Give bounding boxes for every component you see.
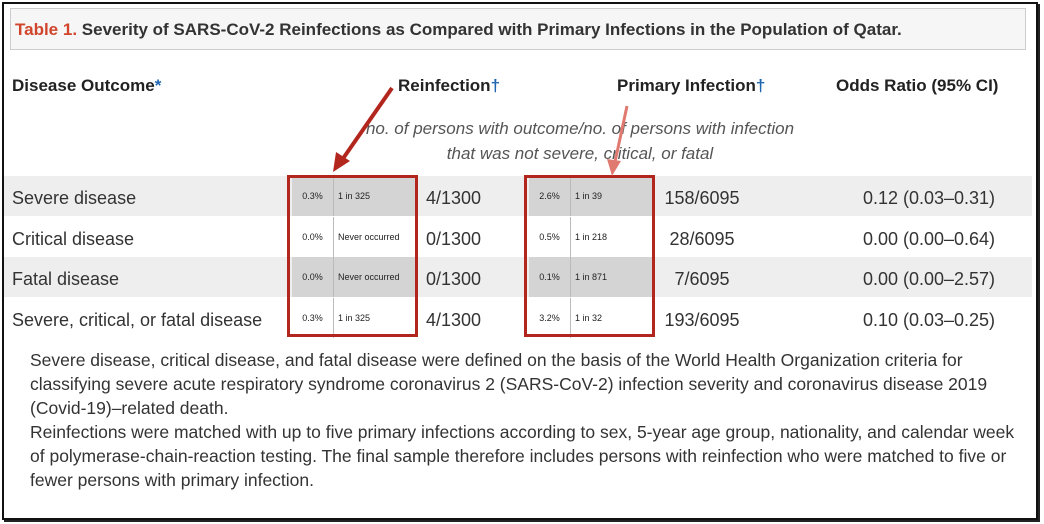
outcome: Severe, critical, or fatal disease <box>12 309 263 330</box>
header-primary: Primary Infection† <box>617 76 765 96</box>
odds-ratio: 0.10 (0.03–0.25) <box>862 309 996 330</box>
reinfection-count: 4/1300 <box>426 188 482 208</box>
primary-pct: 2.6% <box>529 176 570 216</box>
header-outcome: Disease Outcome* <box>12 76 161 96</box>
outcome: Critical disease <box>12 228 135 249</box>
reinfection-rate: Never occurred <box>333 216 417 257</box>
reinfection-rate: Never occurred <box>333 257 417 297</box>
header-reinfection: Reinfection† <box>398 76 500 96</box>
header-text: Reinfection <box>398 76 491 95</box>
title-label: Table 1. <box>15 20 78 39</box>
primary-count: 28/6095 <box>669 228 735 249</box>
footnote-mark: † <box>755 76 766 95</box>
unit-note: no. of persons with outcome/no. of perso… <box>365 119 795 163</box>
primary-rate: 1 in 39 <box>570 176 654 216</box>
table-row: Critical disease 0.0% Never occurred 0/1300… <box>4 216 1032 257</box>
highlight-box <box>524 175 655 337</box>
footnote-mark: † <box>490 76 501 95</box>
table-row: Severe disease 0.3% 1 in 325 4/1300 2.6% 1 in… <box>4 176 1032 216</box>
title-text: Severity of SARS-CoV-2 Reinfections as C… <box>81 20 902 39</box>
header-odds-ratio: Odds Ratio (95% CI) <box>836 76 999 95</box>
primary-rate: 1 in 32 <box>570 297 654 338</box>
arrow-head <box>333 152 350 172</box>
reinfection-rate: 1 in 325 <box>333 176 417 216</box>
arrow-head <box>607 159 621 176</box>
outcome: Severe disease <box>12 188 137 208</box>
odds-ratio: 0.00 (0.00–2.57) <box>862 269 996 289</box>
primary-count: 7/6095 <box>674 269 730 289</box>
table-title: Table 1. Severity of SARS-CoV-2 Reinfect… <box>10 8 1026 50</box>
outcome: Fatal disease <box>12 269 120 289</box>
primary-pct: 0.5% <box>539 231 560 242</box>
table-row: Severe, critical, or fatal disease 0.3% 1 … <box>4 297 1032 338</box>
reinfection-pct: 0.0% <box>302 231 323 242</box>
footnote: Severe disease, critical disease, and fa… <box>30 350 988 418</box>
footnote-mark: * <box>154 76 162 95</box>
reinfection-count: 0/1300 <box>426 269 482 289</box>
primary-rate: 1 in 218 <box>570 216 654 257</box>
reinfection-count: 4/1300 <box>426 309 482 330</box>
arrow <box>613 105 629 163</box>
reinfection-rate: 1 in 325 <box>333 297 417 338</box>
reinfection-pct: 0.3% <box>302 312 323 323</box>
odds-ratio: 0.12 (0.03–0.31) <box>862 188 996 208</box>
highlight-box <box>287 175 418 337</box>
odds-ratio: 0.00 (0.00–0.64) <box>862 228 996 249</box>
reinfection-pct: 0.3% <box>292 176 333 216</box>
footnote: Reinfections were matched with up to fiv… <box>30 422 1015 490</box>
primary-pct: 3.2% <box>539 312 560 323</box>
reinfection-pct: 0.0% <box>292 257 333 297</box>
primary-rate: 1 in 871 <box>570 257 654 297</box>
header-text: Disease Outcome <box>12 76 155 95</box>
header-text: Primary Infection <box>617 76 756 95</box>
reinfection-count: 0/1300 <box>426 228 482 249</box>
footnotes: Severe disease, critical disease, and fa… <box>30 348 1025 492</box>
primary-pct: 0.1% <box>529 257 570 297</box>
primary-count: 193/6095 <box>664 309 740 330</box>
table-row: Fatal disease 0.0% Never occurred 0/1300 0.1… <box>4 257 1032 297</box>
primary-count: 158/6095 <box>664 188 740 208</box>
arrow <box>340 86 394 162</box>
